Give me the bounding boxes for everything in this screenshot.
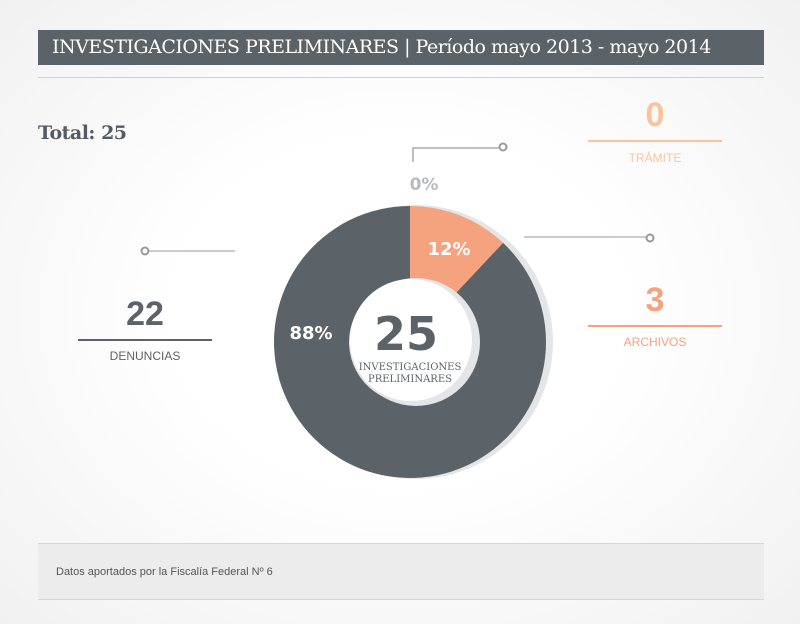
slice-archivos: [410, 206, 504, 298]
footer: Datos aportados por la Fiscalía Federal …: [38, 543, 764, 600]
tramite-underline: [588, 140, 722, 142]
donut-hole: [350, 279, 472, 401]
divider: [38, 77, 764, 78]
connector-dot: [498, 142, 508, 152]
tramite-label: TRÁMITE: [628, 151, 682, 165]
connector-dot: [645, 233, 655, 243]
connector-tramite: [412, 147, 500, 162]
denuncias-value: 22: [126, 295, 164, 333]
page-title: INVESTIGACIONES PRELIMINARES | Período m…: [38, 30, 764, 65]
slice-label-archivos: 12%: [427, 239, 470, 260]
connector-dot: [140, 246, 150, 256]
slice-denuncias: [274, 206, 547, 478]
center-value: 25: [374, 307, 438, 361]
footer-text: Datos aportados por la Fiscalía Federal …: [56, 566, 273, 578]
archivos-underline: [588, 325, 722, 327]
center-label-line2: PRELIMINARES: [368, 374, 452, 385]
archivos-label: ARCHIVOS: [623, 335, 687, 349]
center-label-line1: INVESTIGACIONES: [359, 362, 462, 373]
slice-label-tramite: 0%: [410, 175, 439, 195]
denuncias-underline: [78, 339, 212, 341]
tramite-value: 0: [645, 96, 665, 134]
total-label: Total: 25: [38, 122, 127, 144]
archivos-value: 3: [645, 281, 665, 319]
denuncias-label: DENUNCIAS: [109, 349, 181, 363]
slice-label-denuncias: 88%: [289, 323, 332, 344]
